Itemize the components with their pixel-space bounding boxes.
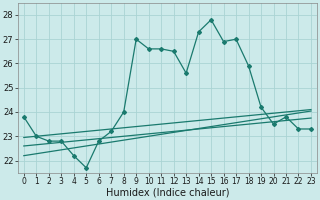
X-axis label: Humidex (Indice chaleur): Humidex (Indice chaleur) <box>106 187 229 197</box>
